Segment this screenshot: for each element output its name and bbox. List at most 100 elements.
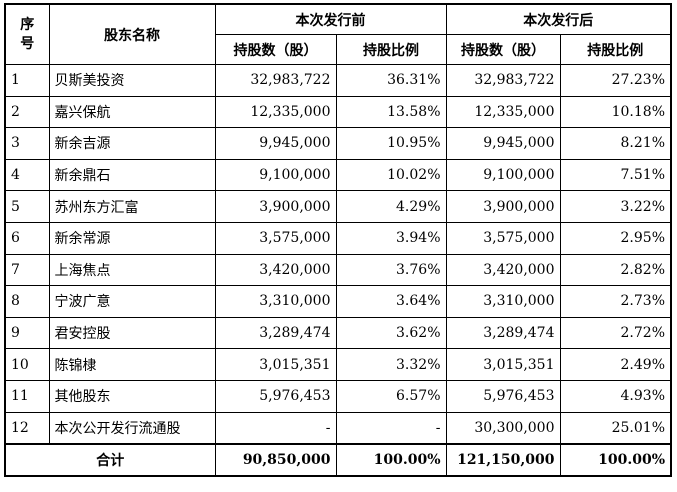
cell-ratio-after: 10.18% [559, 95, 672, 129]
cell-shares-after: 32,983,722 [445, 64, 561, 97]
cell-shares-before: 12,335,000 [214, 95, 337, 129]
cell-seq: 11 [4, 379, 50, 413]
header-after-issuance: 本次发行后 [445, 3, 672, 35]
cell-ratio-after: 27.23% [559, 64, 672, 97]
cell-seq: 6 [4, 221, 50, 255]
table-row: 9 君安控股 3,289,474 3.62% 3,289,474 2.72% [4, 316, 672, 350]
total-shares-after: 121,150,000 [445, 443, 561, 477]
cell-shares-before: 9,100,000 [214, 158, 337, 192]
cell-holder-name: 其他股东 [48, 379, 216, 413]
table-row: 8 宁波广意 3,310,000 3.64% 3,310,000 2.73% [4, 285, 672, 318]
header-seq-top: 序 [20, 16, 35, 33]
total-ratio-after: 100.00% [559, 443, 672, 477]
table-row: 6 新余常源 3,575,000 3.94% 3,575,000 2.95% [4, 221, 672, 255]
table-row: 4 新余鼎石 9,100,000 10.02% 9,100,000 7.51% [4, 158, 672, 192]
cell-seq: 5 [4, 190, 50, 223]
cell-holder-name: 新余鼎石 [48, 158, 216, 192]
header-row-columns: 持股数（股） 持股比例 持股数（股） 持股比例 [5, 34, 672, 65]
cell-seq: 10 [4, 348, 50, 381]
cell-seq: 7 [4, 253, 50, 287]
cell-seq: 8 [4, 285, 50, 318]
table-row: 11 其他股东 5,976,453 6.57% 5,976,453 4.93% [4, 379, 672, 413]
header-seq: 序 号 [4, 3, 50, 65]
table-row: 5 苏州东方汇富 3,900,000 4.29% 3,900,000 3.22% [4, 190, 672, 223]
header-holder-name: 股东名称 [48, 3, 216, 65]
cell-shares-after: 30,300,000 [445, 411, 561, 445]
cell-ratio-before: 3.32% [335, 348, 447, 381]
table-row: 10 陈锦棣 3,015,351 3.32% 3,015,351 2.49% [4, 348, 672, 381]
cell-shares-before: - [214, 411, 337, 445]
shareholding-table-container: 序 号 股东名称 本次发行前 本次发行后 持股数（股） 持股比例 持股数（股） … [4, 3, 672, 478]
cell-ratio-before: 3.94% [335, 221, 447, 255]
total-label: 合计 [4, 443, 216, 477]
cell-holder-name: 宁波广意 [48, 285, 216, 318]
table-row: 7 上海焦点 3,420,000 3.76% 3,420,000 2.82% [4, 253, 672, 287]
cell-ratio-after: 25.01% [559, 411, 672, 445]
cell-shares-after: 3,289,474 [445, 316, 561, 350]
table-row: 1 贝斯美投资 32,983,722 36.31% 32,983,722 27.23% [4, 64, 672, 97]
cell-shares-after: 5,976,453 [445, 379, 561, 413]
cell-holder-name: 君安控股 [48, 316, 216, 350]
cell-ratio-after: 8.21% [559, 127, 672, 160]
cell-shares-before: 3,575,000 [214, 221, 337, 255]
cell-holder-name: 新余吉源 [48, 127, 216, 160]
cell-ratio-after: 2.72% [559, 316, 672, 350]
header-shares-before: 持股数（股） [214, 34, 337, 65]
cell-shares-after: 12,335,000 [445, 95, 561, 129]
cell-ratio-after: 4.93% [559, 379, 672, 413]
shareholding-table: 序 号 股东名称 本次发行前 本次发行后 持股数（股） 持股比例 持股数（股） … [4, 3, 672, 478]
cell-holder-name: 嘉兴保航 [48, 95, 216, 129]
header-ratio-after: 持股比例 [559, 34, 672, 65]
table-body: 1 贝斯美投资 32,983,722 36.31% 32,983,722 27.23% 2 嘉… [4, 64, 672, 445]
cell-ratio-before: 36.31% [335, 64, 447, 97]
cell-shares-before: 9,945,000 [214, 127, 337, 160]
cell-seq: 9 [4, 316, 50, 350]
cell-seq: 4 [4, 158, 50, 192]
cell-ratio-after: 2.73% [559, 285, 672, 318]
total-row: 合计 90,850,000 100.00% 121,150,000 100.00… [4, 443, 672, 477]
cell-holder-name: 陈锦棣 [48, 348, 216, 381]
cell-shares-before: 5,976,453 [214, 379, 337, 413]
cell-shares-after: 3,575,000 [445, 221, 561, 255]
cell-shares-after: 3,420,000 [445, 253, 561, 287]
header-seq-bottom: 号 [20, 35, 35, 52]
table-row: 3 新余吉源 9,945,000 10.95% 9,945,000 8.21% [4, 127, 672, 160]
cell-shares-after: 3,015,351 [445, 348, 561, 381]
cell-ratio-after: 7.51% [559, 158, 672, 192]
cell-ratio-before: 6.57% [335, 379, 447, 413]
cell-seq: 12 [4, 411, 50, 445]
cell-ratio-after: 2.95% [559, 221, 672, 255]
header-row-group: 序 号 股东名称 本次发行前 本次发行后 [4, 3, 672, 65]
header-ratio-before: 持股比例 [335, 34, 447, 65]
cell-shares-after: 9,945,000 [445, 127, 561, 160]
cell-seq: 1 [4, 64, 50, 97]
header-before-issuance: 本次发行前 [214, 3, 447, 35]
cell-seq: 3 [4, 127, 50, 160]
cell-ratio-before: 10.95% [335, 127, 447, 160]
cell-ratio-before: - [335, 411, 447, 445]
cell-seq: 2 [4, 95, 50, 129]
cell-ratio-before: 4.29% [335, 190, 447, 223]
cell-ratio-before: 10.02% [335, 158, 447, 192]
cell-shares-before: 3,900,000 [214, 190, 337, 223]
cell-shares-after: 3,900,000 [445, 190, 561, 223]
cell-shares-after: 9,100,000 [445, 158, 561, 192]
cell-shares-after: 3,310,000 [445, 285, 561, 318]
cell-holder-name: 本次公开发行流通股 [48, 411, 216, 445]
cell-ratio-before: 13.58% [335, 95, 447, 129]
cell-ratio-after: 2.82% [559, 253, 672, 287]
table-header: 序 号 股东名称 本次发行前 本次发行后 持股数（股） 持股比例 持股数（股） … [4, 3, 672, 65]
cell-ratio-before: 3.76% [335, 253, 447, 287]
cell-holder-name: 贝斯美投资 [48, 64, 216, 97]
cell-holder-name: 上海焦点 [48, 253, 216, 287]
table-footer: 合计 90,850,000 100.00% 121,150,000 100.00… [4, 443, 672, 477]
cell-ratio-before: 3.62% [335, 316, 447, 350]
cell-shares-before: 3,420,000 [214, 253, 337, 287]
table-row: 12 本次公开发行流通股 - -30,300,000 25.01% [4, 411, 672, 445]
total-shares-before: 90,850,000 [214, 443, 337, 477]
cell-holder-name: 苏州东方汇富 [48, 190, 216, 223]
total-ratio-before: 100.00% [335, 443, 447, 477]
cell-shares-before: 3,289,474 [214, 316, 337, 350]
header-shares-after: 持股数（股） [445, 34, 561, 65]
cell-ratio-after: 3.22% [559, 190, 672, 223]
